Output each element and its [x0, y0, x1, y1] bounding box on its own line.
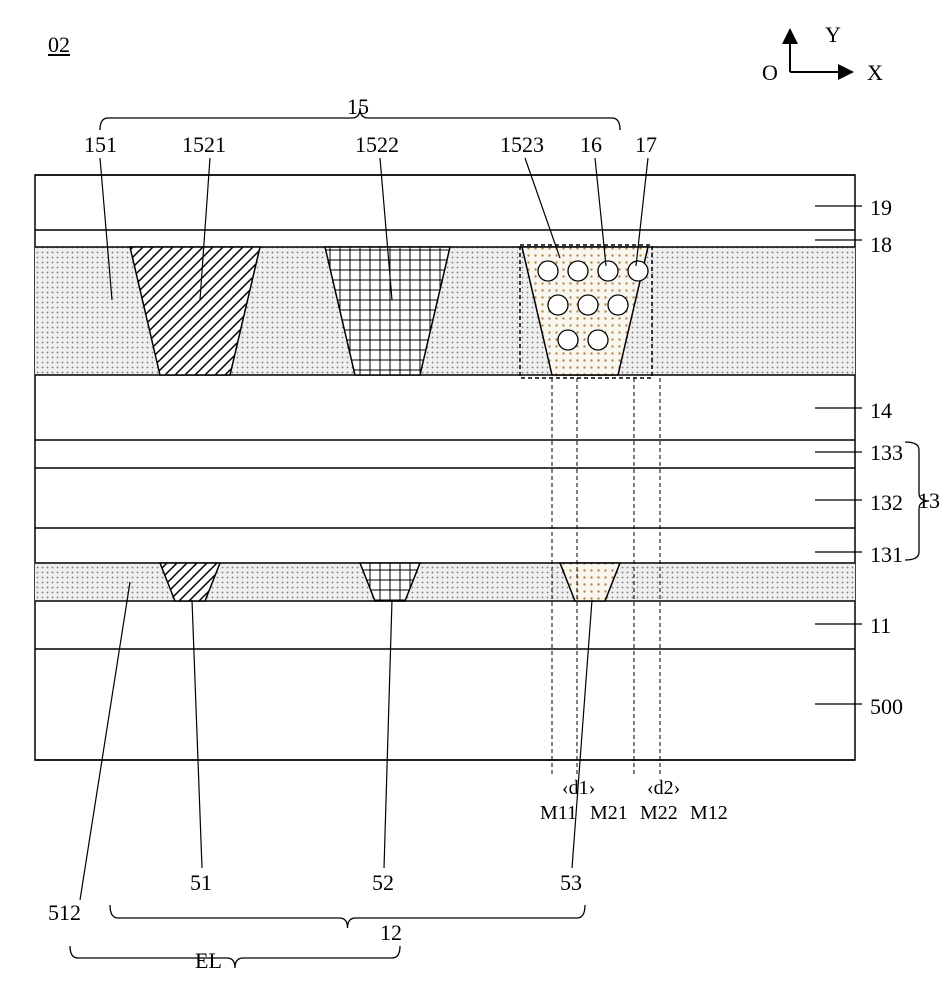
- ref-1523: 1523: [500, 132, 544, 158]
- ref-132: 132: [870, 490, 903, 516]
- figure-svg: [0, 0, 948, 1000]
- ref-53: 53: [560, 870, 582, 896]
- ref-M22: M22: [640, 802, 678, 825]
- figure-id: 02: [48, 32, 70, 58]
- ref-131: 131: [870, 542, 903, 568]
- ref-1522: 1522: [355, 132, 399, 158]
- ref-1521: 1521: [182, 132, 226, 158]
- ref-51: 51: [190, 870, 212, 896]
- ref-17: 17: [635, 132, 657, 158]
- dim-d2-text: d2: [654, 777, 674, 799]
- ref-12: 12: [380, 920, 402, 946]
- ref-151: 151: [84, 132, 117, 158]
- dim-d2: ‹d2›: [647, 777, 680, 800]
- ref-M21: M21: [590, 802, 628, 825]
- ref-16: 16: [580, 132, 602, 158]
- dim-d1-text: d1: [569, 777, 589, 799]
- ref-14: 14: [870, 398, 892, 424]
- ref-500: 500: [870, 694, 903, 720]
- ref-EL: EL: [195, 948, 222, 974]
- axis-x-label: X: [867, 60, 883, 86]
- ref-M12: M12: [690, 802, 728, 825]
- ref-15: 15: [347, 94, 369, 120]
- ref-13: 13: [918, 488, 940, 514]
- dim-d1: ‹d1›: [562, 777, 595, 800]
- ref-18: 18: [870, 232, 892, 258]
- ref-52: 52: [372, 870, 394, 896]
- ref-19: 19: [870, 195, 892, 221]
- ref-133: 133: [870, 440, 903, 466]
- axis-origin-label: O: [762, 60, 778, 86]
- axis-y-label: Y: [825, 22, 841, 48]
- ref-M11: M11: [540, 802, 577, 825]
- ref-512: 512: [48, 900, 81, 926]
- ref-11: 11: [870, 613, 891, 639]
